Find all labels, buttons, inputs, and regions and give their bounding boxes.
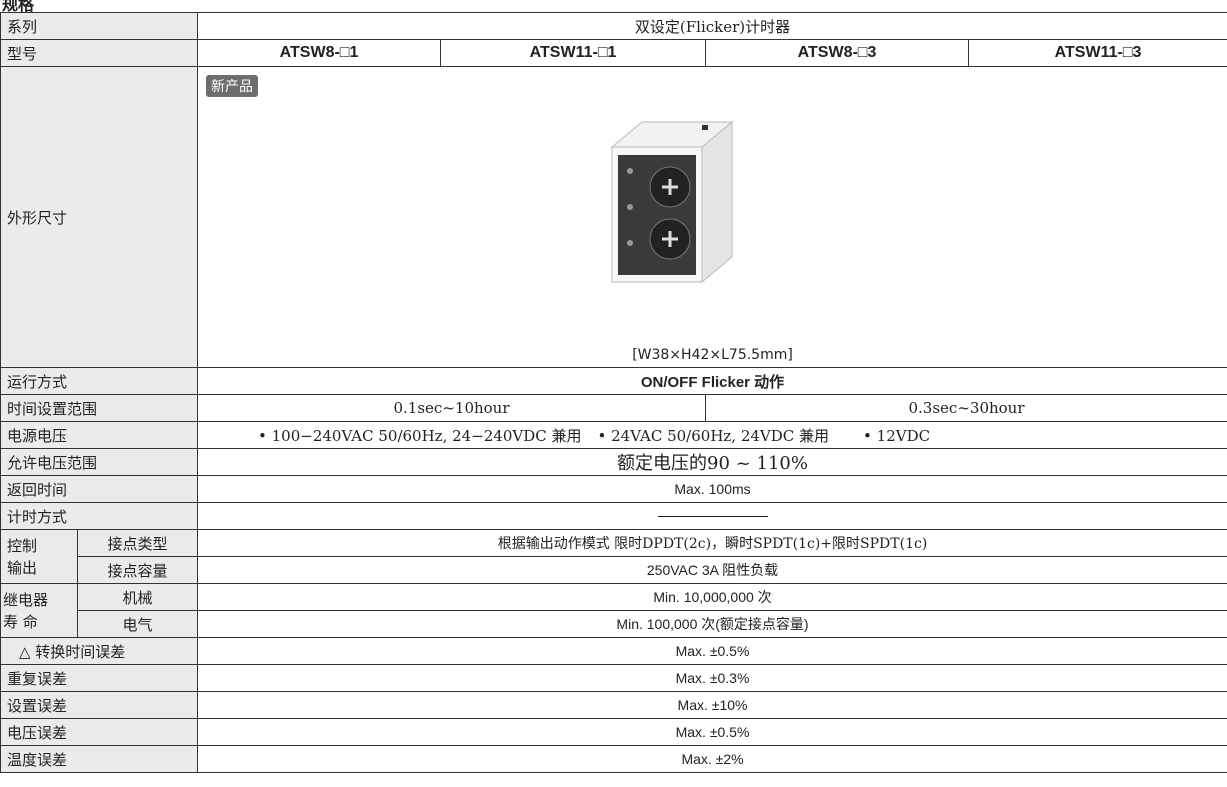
label: 接点容量: [76, 556, 199, 584]
label: 接点类型: [76, 529, 199, 557]
cell: ATSW8-□3: [705, 39, 970, 67]
row: 允许电压范围 额定电压的90 ~ 110%: [0, 448, 1227, 476]
text: 寿 命: [3, 612, 38, 631]
cell: Max. ±2%: [197, 745, 1227, 773]
row: 运行方式 ON/OFF Flicker 动作: [0, 367, 1227, 395]
row: 电气 Min. 100,000 次(额定接点容量): [1, 610, 1227, 638]
cell: 额定电压的90 ~ 110%: [197, 448, 1227, 476]
label: 计时方式: [0, 502, 199, 530]
product-image: [610, 120, 734, 284]
row: 接点容量 250VAC 3A 阻性负载: [1, 556, 1227, 584]
row: 温度误差 Max. ±2%: [0, 745, 1227, 773]
cell: Max. ±0.5%: [197, 637, 1227, 665]
cell: ON/OFF Flicker 动作: [197, 367, 1227, 395]
row: 控制 输出 接点类型 根据输出动作模式 限时DPDT(2c)，瞬时SPDT(1c)+限…: [0, 529, 1227, 584]
label: 电压误差: [0, 718, 199, 746]
cell: 0.1sec~10hour: [197, 394, 707, 422]
spec-table: 系列 双设定(Flicker)计时器 型号 ATSW8-□1 ATSW11-□1 AT…: [0, 12, 1227, 773]
label: 返回时间: [0, 475, 199, 503]
cell: 根据输出动作模式 限时DPDT(2c)，瞬时SPDT(1c)+限时SPDT(1c…: [197, 529, 1227, 557]
text: 输出: [7, 558, 38, 577]
label: △ 转换时间误差: [0, 637, 199, 665]
cell: [197, 502, 1227, 530]
text: 继电器: [3, 590, 49, 609]
cell: 双设定(Flicker)计时器: [197, 12, 1227, 40]
label: 允许电压范围: [0, 448, 199, 476]
row: 时间设置范围 0.1sec~10hour 0.3sec~30hour: [0, 394, 1227, 422]
cell: Min. 100,000 次(额定接点容量): [197, 610, 1227, 638]
label: 外形尺寸: [0, 66, 199, 368]
label: 重复误差: [0, 664, 199, 692]
cell: Max. 100ms: [197, 475, 1227, 503]
label: 运行方式: [0, 367, 199, 395]
row: 返回时间 Max. 100ms: [0, 475, 1227, 503]
cell: 250VAC 3A 阻性负载: [197, 556, 1227, 584]
cell: Min. 10,000,000 次: [197, 583, 1227, 611]
label: 系列: [0, 12, 199, 40]
cell: Max. ±10%: [197, 691, 1227, 719]
label: 电源电压: [0, 421, 199, 449]
row: 电压误差 Max. ±0.5%: [0, 718, 1227, 746]
row: 继电器寿 命机械 Min. 10,000,000 次: [0, 583, 1227, 638]
cell: 0.3sec~30hour: [705, 394, 1227, 422]
cell: Max. ±0.5%: [197, 718, 1227, 746]
label: 控制 输出: [0, 529, 78, 584]
row: △ 转换时间误差 Max. ±0.5%: [0, 637, 1227, 665]
text: • 24VAC 50/60Hz, 24VDC 兼用: [597, 426, 830, 445]
cell: • 100−240VAC 50/60Hz, 24−240VDC 兼用 • 24VA…: [197, 421, 1227, 449]
cell: ATSW11-□1: [440, 39, 707, 67]
text: • 100−240VAC 50/60Hz, 24−240VDC 兼用: [258, 426, 582, 445]
row: 系列 双设定(Flicker)计时器: [0, 12, 1227, 40]
dash: [657, 515, 768, 517]
label: 继电器寿 命: [0, 583, 78, 638]
cell: ATSW11-□3: [968, 39, 1227, 67]
label: 时间设置范围: [0, 394, 199, 422]
text: • 12VDC: [863, 426, 931, 445]
cell: 新产品 [W38×H42×L75.5mm]: [197, 66, 1227, 368]
cell: Max. ±0.3%: [197, 664, 1227, 692]
cell: ATSW8-□1: [197, 39, 442, 67]
row: 计时方式: [0, 502, 1227, 530]
label: 设置误差: [0, 691, 199, 719]
row: 重复误差 Max. ±0.3%: [0, 664, 1227, 692]
row: 型号 ATSW8-□1 ATSW11-□1 ATSW8-□3 ATSW11-□3: [0, 39, 1227, 67]
label: 温度误差: [0, 745, 199, 773]
label: 型号: [0, 39, 199, 67]
text: 控制: [7, 536, 38, 555]
row: 设置误差 Max. ±10%: [0, 691, 1227, 719]
label: 电气: [76, 610, 199, 638]
heading: 规格: [2, 0, 35, 14]
row: 外形尺寸 新产品 [W38×H42×L75.5mm]: [0, 66, 1227, 368]
row: 电源电压 • 100−240VAC 50/60Hz, 24−240VDC 兼用 • …: [0, 421, 1227, 449]
label: 机械: [76, 583, 199, 611]
dimension-text: [W38×H42×L75.5mm]: [632, 347, 793, 363]
badge: 新产品: [206, 75, 259, 97]
